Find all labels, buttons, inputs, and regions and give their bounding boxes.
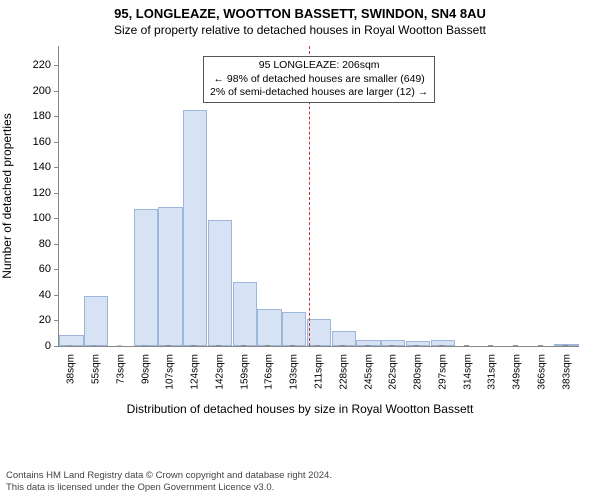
x-tick: 314sqm xyxy=(462,346,473,390)
y-tick: 0 xyxy=(45,340,59,352)
x-tick: 55sqm xyxy=(91,346,102,384)
x-tick: 142sqm xyxy=(214,346,225,390)
y-axis-label: Number of detached properties xyxy=(0,113,14,278)
footer-attribution: Contains HM Land Registry data © Crown c… xyxy=(6,470,332,494)
page-subtitle: Size of property relative to detached ho… xyxy=(0,21,600,37)
x-tick: 297sqm xyxy=(437,346,448,390)
x-tick: 262sqm xyxy=(388,346,399,390)
plot-area: 02040608010012014016018020022038sqm55sqm… xyxy=(58,46,579,347)
histogram-bar xyxy=(233,282,257,346)
annotation-box: 95 LONGLEAZE: 206sqm← 98% of detached ho… xyxy=(203,56,435,103)
y-tick: 60 xyxy=(39,263,59,275)
histogram-bar xyxy=(158,207,182,346)
x-tick: 331sqm xyxy=(487,346,498,390)
x-tick: 124sqm xyxy=(190,346,201,390)
histogram-bar xyxy=(59,335,83,346)
y-tick: 160 xyxy=(33,136,59,148)
x-tick: 73sqm xyxy=(115,346,126,384)
y-tick: 100 xyxy=(33,212,59,224)
x-axis-label: Distribution of detached houses by size … xyxy=(0,402,600,416)
x-tick: 193sqm xyxy=(289,346,300,390)
histogram-bar xyxy=(84,296,108,346)
y-tick: 120 xyxy=(33,187,59,199)
y-tick: 200 xyxy=(33,85,59,97)
y-tick: 220 xyxy=(33,59,59,71)
x-tick: 107sqm xyxy=(165,346,176,390)
x-tick: 176sqm xyxy=(264,346,275,390)
x-tick: 366sqm xyxy=(536,346,547,390)
x-tick: 383sqm xyxy=(561,346,572,390)
page-title: 95, LONGLEAZE, WOOTTON BASSETT, SWINDON,… xyxy=(0,0,600,21)
annotation-line: 95 LONGLEAZE: 206sqm xyxy=(210,59,428,73)
y-tick: 20 xyxy=(39,314,59,326)
x-tick: 159sqm xyxy=(239,346,250,390)
histogram-bar xyxy=(282,312,306,346)
annotation-line: 2% of semi-detached houses are larger (1… xyxy=(210,86,428,100)
footer-line-1: Contains HM Land Registry data © Crown c… xyxy=(6,470,332,482)
histogram-bar xyxy=(183,110,207,346)
histogram-bar xyxy=(332,331,356,346)
x-tick: 38sqm xyxy=(66,346,77,384)
x-tick: 349sqm xyxy=(512,346,523,390)
chart-container: Number of detached properties 0204060801… xyxy=(0,40,600,430)
histogram-bar xyxy=(208,220,232,346)
x-tick: 245sqm xyxy=(363,346,374,390)
y-tick: 80 xyxy=(39,238,59,250)
histogram-bar xyxy=(307,319,331,346)
y-tick: 140 xyxy=(33,161,59,173)
annotation-line: ← 98% of detached houses are smaller (64… xyxy=(210,73,428,87)
x-tick: 228sqm xyxy=(338,346,349,390)
y-tick: 180 xyxy=(33,110,59,122)
histogram-bar xyxy=(257,309,281,346)
histogram-bar xyxy=(134,209,158,346)
x-tick: 280sqm xyxy=(413,346,424,390)
footer-line-2: This data is licensed under the Open Gov… xyxy=(6,482,332,494)
y-tick: 40 xyxy=(39,289,59,301)
x-tick: 211sqm xyxy=(314,346,325,389)
x-tick: 90sqm xyxy=(140,346,151,384)
